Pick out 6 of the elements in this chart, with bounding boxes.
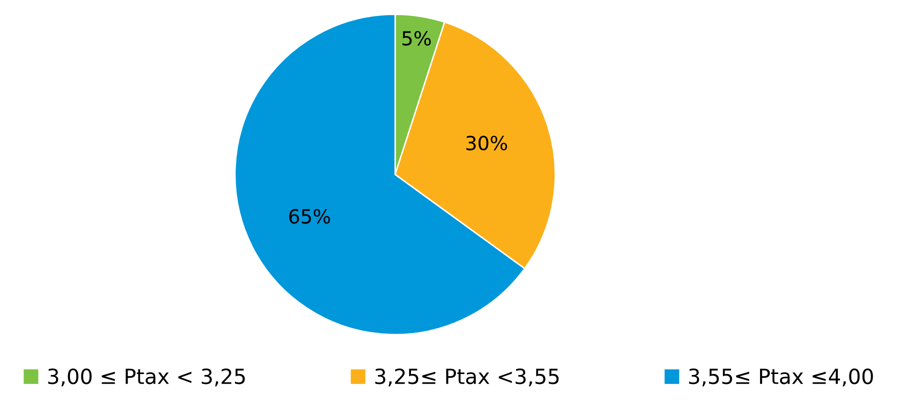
- data-label: 30%: [466, 136, 508, 150]
- legend-label: 3,55≤ Ptax ≤4,00: [689, 368, 873, 386]
- legend-label: 3,00 ≤ Ptax < 3,25: [48, 368, 245, 386]
- data-label: 5%: [402, 30, 431, 46]
- data-label: 65%: [289, 209, 330, 224]
- legend-label: 3,25≤ Ptax <3,55: [375, 368, 559, 386]
